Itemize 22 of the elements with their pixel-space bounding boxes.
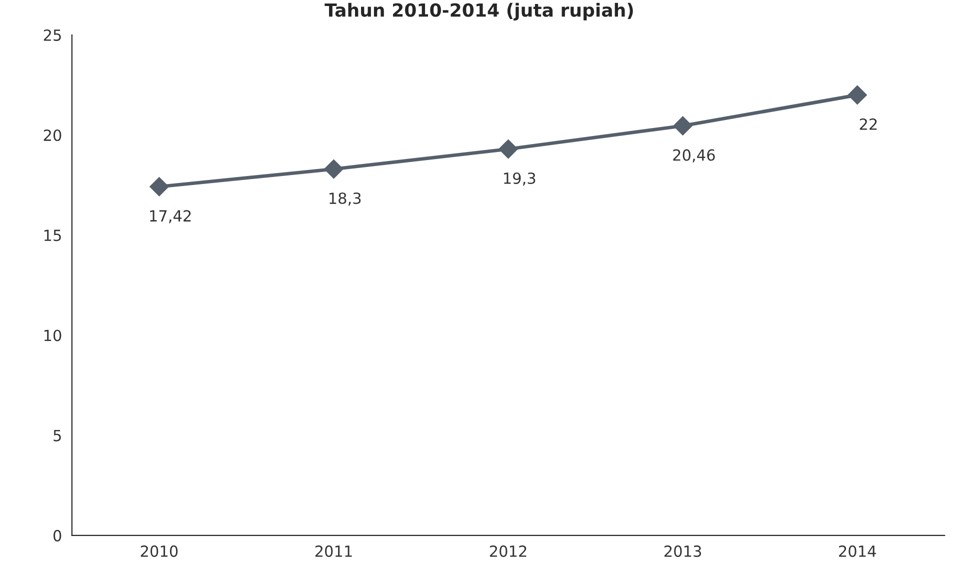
y-tick-label: 0 <box>53 530 62 542</box>
data-label: 20,46 <box>673 149 715 162</box>
y-tick-label: 5 <box>54 430 61 442</box>
data-label: 22 <box>860 118 877 130</box>
y-tick-label: 15 <box>44 230 61 242</box>
point <box>498 140 518 159</box>
y-tick-label: 20 <box>44 129 62 142</box>
point <box>673 116 692 136</box>
data-label: 19,3 <box>504 172 536 186</box>
x-tick-label: 2011 <box>315 545 352 557</box>
point <box>848 85 867 105</box>
y-tick-label: 10 <box>44 330 62 342</box>
point <box>324 160 344 179</box>
chart-title: Tahun 2010-2014 (juta rupiah) <box>324 2 633 21</box>
point <box>150 177 169 196</box>
x-tick-label: 2010 <box>140 545 178 557</box>
x-tick-label: 2014 <box>839 545 876 557</box>
x-tick-label: 2012 <box>490 545 526 557</box>
data-label: 18,3 <box>330 192 361 206</box>
data-label: 17,42 <box>150 210 191 224</box>
y-tick-label: 25 <box>44 29 61 41</box>
x-tick-label: 2013 <box>664 545 702 557</box>
